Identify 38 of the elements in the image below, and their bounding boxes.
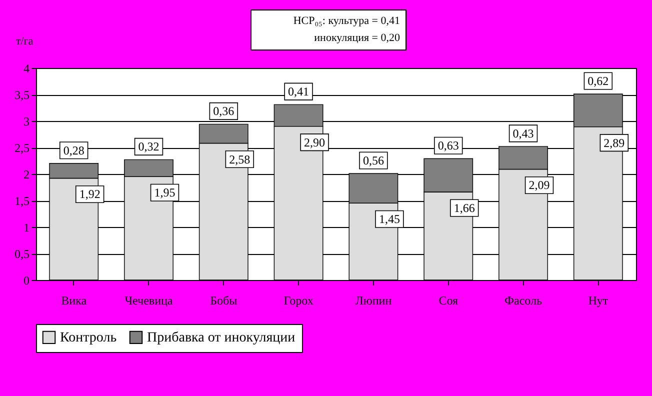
- x-tick-label: Бобы: [210, 294, 238, 308]
- data-label: 0,43: [512, 126, 534, 140]
- data-label: 1,66: [454, 201, 475, 216]
- y-tick-label: 0,5: [14, 247, 30, 261]
- x-tick-label: Фасоль: [504, 294, 543, 308]
- x-tick-label: Горох: [284, 294, 314, 308]
- data-label: 2,09: [528, 178, 550, 192]
- y-axis-title: т/га: [16, 36, 34, 48]
- y-tick-label: 2: [24, 168, 30, 182]
- data-label: 0,63: [438, 138, 459, 153]
- x-tick-label: Люпин: [355, 294, 392, 308]
- x-tick-label: Нут: [588, 294, 609, 308]
- y-tick-label: 4: [24, 62, 30, 76]
- y-tick-label: 1: [24, 220, 30, 234]
- data-label: 2,90: [304, 135, 326, 150]
- data-label: 2,58: [229, 152, 250, 166]
- data-label: 0,41: [288, 84, 310, 99]
- data-label: 0,32: [138, 140, 160, 154]
- y-tick-label: 0: [24, 274, 30, 288]
- data-label: 0,62: [588, 74, 609, 88]
- data-label: 1,45: [378, 212, 400, 226]
- text: НСР₀₅: культура = 0,41: [293, 15, 400, 27]
- data-label: 2,89: [604, 136, 625, 150]
- x-tick-label: Чечевица: [124, 294, 174, 308]
- data-label: 0,36: [213, 104, 234, 118]
- data-label: 1,92: [79, 187, 100, 202]
- legend-label: Контроль: [60, 330, 117, 346]
- y-tick-label: 1,5: [14, 194, 30, 208]
- y-tick-label: 2,5: [14, 141, 30, 155]
- y-tick-label: 3,5: [14, 88, 30, 102]
- data-label: 0,28: [63, 143, 84, 158]
- legend-label: Прибавка от инокуляции: [147, 330, 296, 346]
- x-tick-label: Соя: [438, 294, 458, 308]
- text: инокуляция = 0,20: [314, 32, 400, 44]
- data-label: 0,56: [362, 153, 384, 168]
- y-tick-label: 3: [24, 114, 30, 128]
- data-label: 1,95: [154, 186, 176, 200]
- x-tick-label: Вика: [61, 294, 88, 308]
